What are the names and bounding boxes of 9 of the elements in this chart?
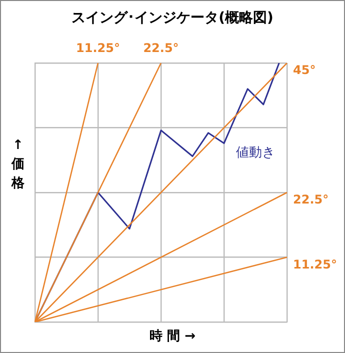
chart-title: スイング･インジケータ(概略図) (70, 9, 274, 27)
text: 45° (293, 63, 316, 78)
text: 11.25° (76, 41, 120, 56)
text: 22.5° (293, 192, 329, 207)
series-label: 値動き (236, 146, 275, 161)
y-axis-title: ↑価格 (10, 137, 26, 193)
text: 11.25° (293, 257, 337, 272)
text: 22.5° (143, 41, 179, 56)
x-axis-title: 時 間 → (148, 328, 196, 345)
